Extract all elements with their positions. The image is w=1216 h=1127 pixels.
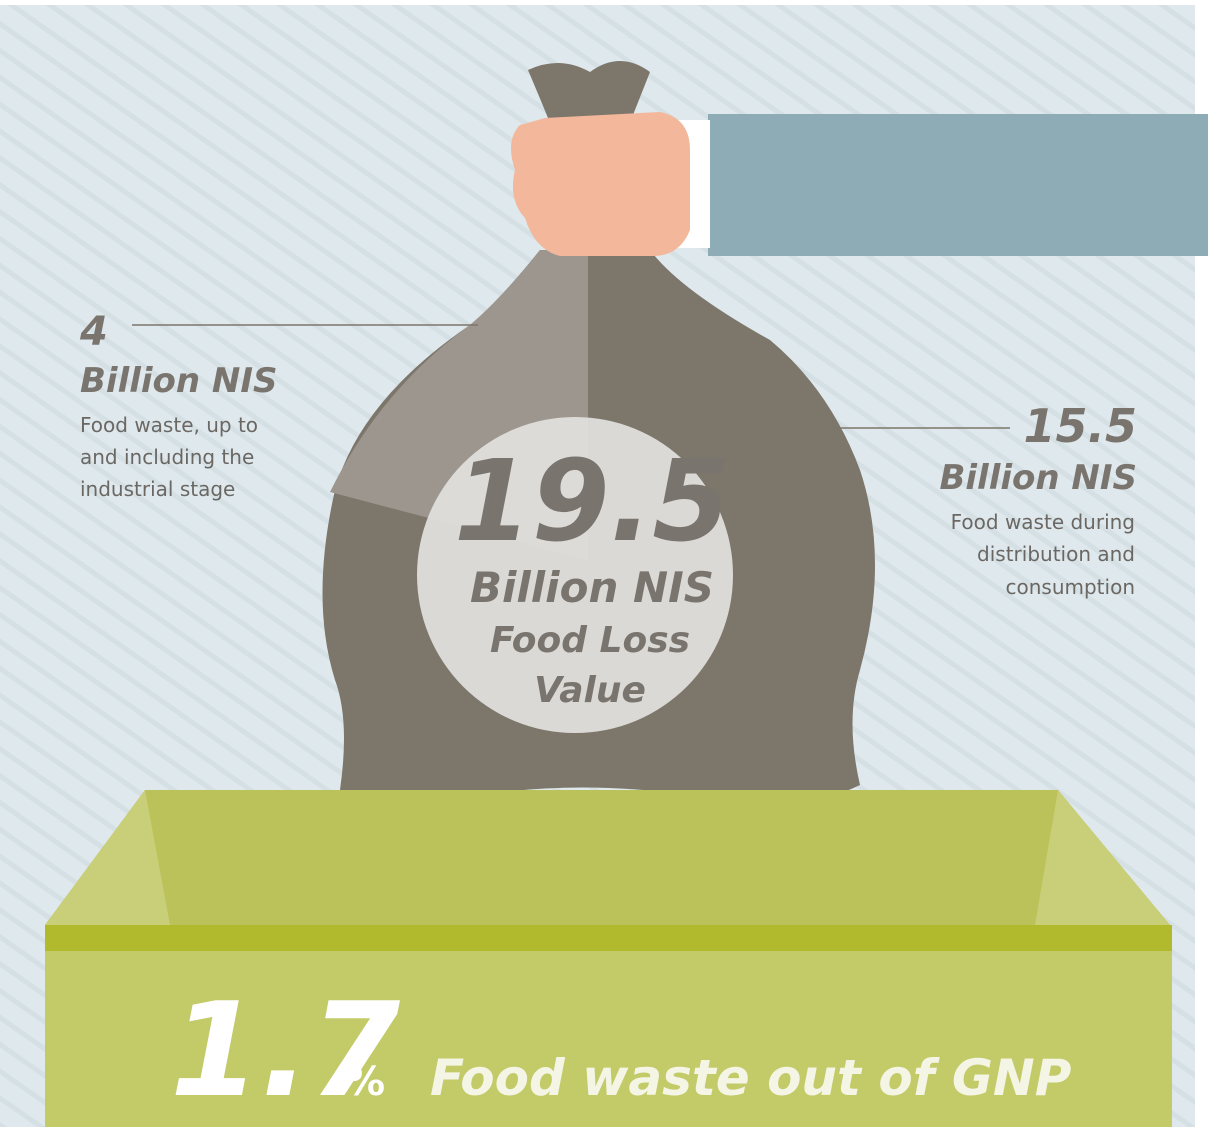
right-value: 15.5 — [1024, 399, 1138, 453]
left-unit: Billion NIS — [80, 361, 278, 401]
center-unit: Billion NIS — [470, 563, 714, 612]
left-description: and including the — [80, 445, 254, 469]
footer-label: Food waste out of GNP — [430, 1049, 1071, 1107]
center-circle — [417, 417, 733, 733]
right-description: consumption — [1006, 575, 1136, 599]
left-description: Food waste, up to — [80, 413, 258, 437]
right-unit: Billion NIS — [939, 458, 1137, 498]
center-value: 19.5 — [454, 437, 730, 567]
footer-value: 1.7 — [170, 974, 401, 1126]
center-label: Value — [534, 670, 646, 711]
footer-symbol: % — [345, 1059, 385, 1105]
hand — [511, 112, 690, 256]
sleeve — [708, 114, 1208, 256]
left-value: 4 — [79, 309, 108, 355]
center-label: Food Loss — [490, 620, 690, 661]
right-description: Food waste during — [951, 510, 1135, 534]
right-description: distribution and — [977, 542, 1135, 566]
box — [45, 790, 1172, 1127]
left-description: industrial stage — [80, 477, 235, 501]
